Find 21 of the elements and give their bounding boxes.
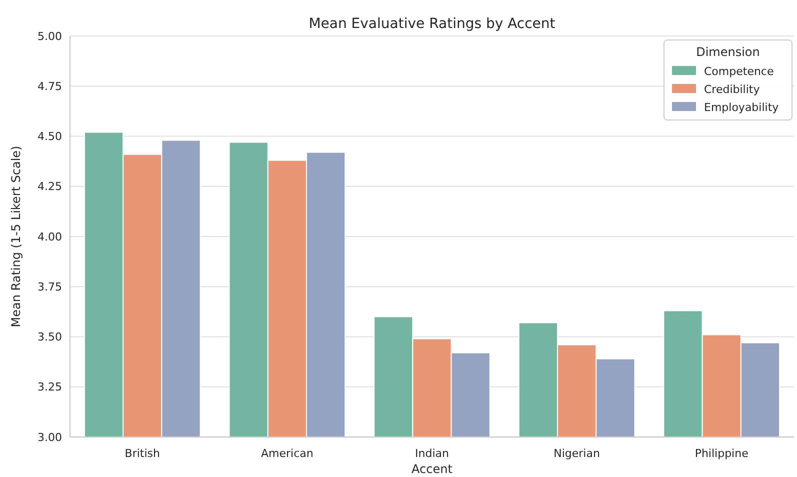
y-tick-label: 4.50 bbox=[38, 130, 62, 144]
y-tick-label: 3.50 bbox=[38, 330, 62, 344]
x-tick-label: Indian bbox=[415, 447, 450, 460]
y-tick-label: 4.75 bbox=[38, 80, 62, 93]
y-tick-label: 3.00 bbox=[38, 430, 62, 444]
legend-label: Credibility bbox=[704, 82, 760, 96]
y-tick-label: 5.00 bbox=[38, 30, 62, 43]
y-tick-label: 4.00 bbox=[38, 230, 62, 244]
x-tick-label: British bbox=[124, 447, 160, 460]
x-tick-label: Philippine bbox=[694, 447, 749, 460]
x-tick-label: American bbox=[261, 447, 314, 460]
x-tick-label: Nigerian bbox=[554, 447, 600, 460]
legend-label: Competence bbox=[704, 64, 774, 78]
y-tick-label: 3.25 bbox=[38, 380, 62, 394]
chart-title: Mean Evaluative Ratings by Accent bbox=[308, 16, 556, 32]
y-tick-label: 4.25 bbox=[38, 180, 62, 194]
y-axis-title: Mean Rating (1-5 Likert Scale) bbox=[9, 146, 23, 328]
legend-title: Dimension bbox=[696, 45, 760, 59]
x-axis-title: Accent bbox=[412, 462, 453, 476]
y-tick-label: 3.75 bbox=[38, 280, 62, 294]
legend-label: Employability bbox=[704, 100, 780, 114]
